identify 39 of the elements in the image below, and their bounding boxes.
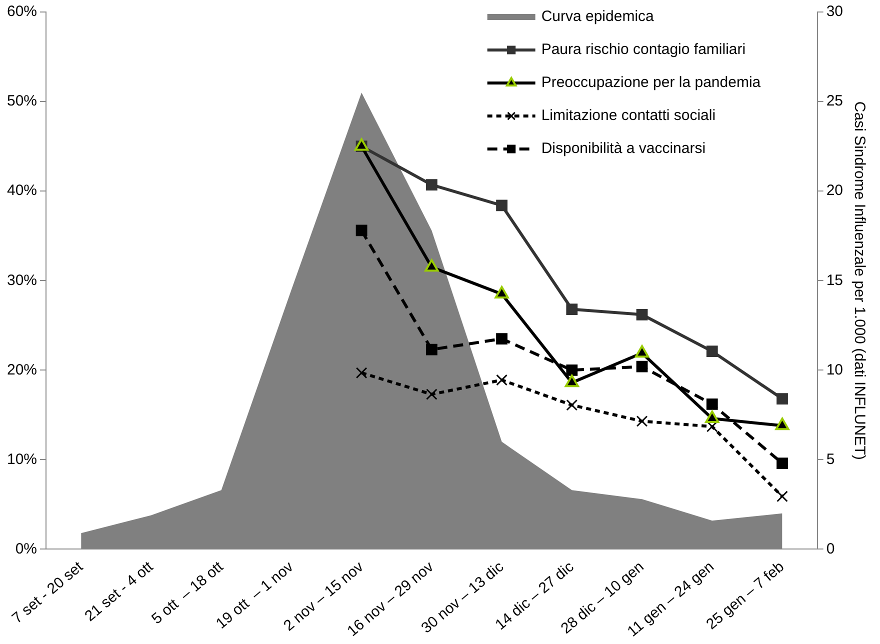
point [636, 360, 648, 372]
point [706, 346, 718, 358]
y-tick-label: 30% [6, 272, 38, 289]
legend-label: Paura rischio contagio familiari [541, 41, 746, 58]
y-tick-label: 50% [6, 92, 38, 110]
y-tick-label: 0% [15, 540, 38, 558]
legend-label: Curva epidemica [541, 8, 655, 26]
y2-tick-label: 30 [826, 3, 844, 20]
legend-label: Limitazione contatti sociali [541, 107, 716, 124]
y2-tick-label: 0 [826, 540, 835, 558]
y-tick-label: 40% [6, 182, 38, 200]
point [356, 367, 368, 379]
y2-tick-label: 25 [826, 92, 844, 110]
point [706, 398, 718, 410]
y2-tick-label: 10 [826, 361, 844, 378]
point [356, 224, 368, 236]
point [776, 490, 788, 502]
point [566, 304, 578, 315]
point [426, 179, 438, 191]
point [496, 200, 508, 212]
y-tick-label: 20% [6, 361, 38, 378]
point [636, 308, 648, 320]
point [566, 399, 578, 411]
y-tick-label: 10% [6, 450, 38, 468]
point [426, 388, 438, 400]
y2-tick-label: 20 [826, 182, 844, 200]
point [496, 333, 508, 345]
y2-axis-title: Casi Sindrome Influenzale per 1.000 (dati INFLUNET) [850, 101, 868, 460]
legend-label: Preoccupazione per la pandemia [541, 74, 762, 92]
legend-label: Disponibilità a vaccinarsi [541, 140, 706, 158]
y2-tick-label: 5 [826, 450, 835, 468]
point [566, 364, 578, 376]
point [636, 415, 648, 427]
point [496, 374, 508, 386]
point [776, 458, 788, 469]
point [426, 344, 438, 356]
y2-tick-label: 15 [826, 272, 844, 289]
point [776, 393, 788, 405]
y-tick-label: 60% [6, 3, 38, 20]
